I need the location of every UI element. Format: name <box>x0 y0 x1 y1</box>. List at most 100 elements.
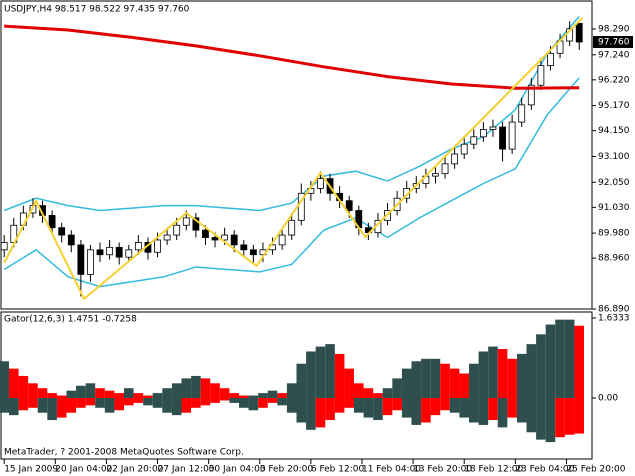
candle-body <box>106 246 114 256</box>
chart-title: USDJPY,H4 98.517 98.522 97.435 97.760 <box>4 5 190 15</box>
candle-body <box>240 244 248 251</box>
candle-body <box>317 178 324 189</box>
gator-title: Gator(12,6,3) 1.4751 -0.7258 <box>4 315 137 325</box>
candle-body <box>278 234 286 246</box>
gator-bar <box>277 393 287 398</box>
y-tick-label: 0.00 <box>598 393 618 403</box>
gator-bar <box>47 397 57 421</box>
gator-bar <box>0 397 9 413</box>
gator-bar <box>286 383 297 398</box>
gator-bar <box>28 397 38 408</box>
gator-bar <box>344 368 355 398</box>
gator-bar <box>545 324 556 398</box>
gator-bar <box>56 397 67 418</box>
gator-bar <box>8 397 19 416</box>
x-tick-label: 13 Feb 20:00 <box>413 465 472 475</box>
gator-bar <box>411 361 422 398</box>
gator-bar <box>440 397 450 411</box>
gator-bar <box>392 378 402 398</box>
gator-bar <box>143 395 153 398</box>
gator-bar <box>56 395 67 398</box>
gator-bar <box>210 383 220 398</box>
gator-bar <box>421 397 431 423</box>
gator-bar <box>219 397 230 401</box>
candle-body <box>221 234 229 241</box>
gator-bar <box>248 395 259 398</box>
gator-bar <box>478 397 489 425</box>
candle-body <box>489 126 497 130</box>
y-tick-label: 98.290 <box>598 25 630 35</box>
gator-bar <box>325 344 335 398</box>
gator-bar <box>392 397 402 411</box>
gator-bar <box>104 397 115 413</box>
gator-bar <box>401 397 412 418</box>
gator-bar <box>459 397 470 418</box>
gator-bar <box>469 397 479 423</box>
candle-body <box>77 244 85 275</box>
gator-bar <box>248 397 259 411</box>
gator-bar <box>286 397 297 413</box>
candle-body <box>182 217 190 226</box>
gator-bar <box>564 397 575 435</box>
y-tick-label: 97.240 <box>598 50 630 60</box>
candle-body <box>58 227 66 236</box>
gator-bar <box>459 373 470 398</box>
x-tick-label: 18 Feb 12:00 <box>464 465 523 475</box>
gator-bar <box>114 397 124 411</box>
gator-bar <box>85 383 96 398</box>
x-tick-label: 27 Jan 12:00 <box>158 465 215 475</box>
candle-body <box>211 237 219 241</box>
gator-bar <box>66 390 77 398</box>
gator-bar <box>133 393 144 398</box>
gator-bar <box>181 397 192 413</box>
candle-body <box>115 246 123 258</box>
x-tick-label: 11 Feb 04:00 <box>362 465 421 475</box>
zigzag <box>3 17 584 301</box>
gator-bar <box>296 363 307 398</box>
y-tick-label: 93.100 <box>598 152 630 162</box>
gator-bar <box>18 375 29 398</box>
x-tick-label: 23 Feb 04:00 <box>515 465 574 475</box>
candle-body <box>518 104 526 123</box>
gator-bar <box>334 353 345 398</box>
candle-body <box>125 249 133 258</box>
candle-body <box>547 52 554 66</box>
gator-bar <box>430 358 441 398</box>
footer: MetaTrader, ? 2001-2008 MetaQuotes Softw… <box>4 448 244 458</box>
gator-bar <box>85 397 96 406</box>
gator-bar <box>344 397 355 408</box>
gator-bar <box>181 378 192 398</box>
candle-body <box>537 65 545 86</box>
gator-bar <box>0 361 9 398</box>
gator-bar <box>353 397 364 413</box>
x-tick-label: 15 Jan 2009 <box>4 465 58 475</box>
candle-body <box>345 200 353 211</box>
candle-body <box>249 249 257 256</box>
gator-bar <box>306 397 316 430</box>
gator-bar <box>401 368 412 398</box>
gator-bar <box>47 393 57 398</box>
main-pane <box>0 0 593 310</box>
plot-layer: 98.290 97.240 96.220 95.170 94.150 93.100 92.0… <box>0 16 633 475</box>
gator-bar <box>382 388 393 398</box>
y-tick-label: 96.220 <box>598 75 630 85</box>
gator-bar <box>171 383 182 398</box>
gator-bar <box>545 397 556 443</box>
candle-body <box>173 224 181 236</box>
candle-body <box>154 239 161 253</box>
gator-bar <box>421 358 431 398</box>
gator-bar <box>516 353 527 398</box>
candle-body <box>48 215 56 229</box>
gator-bar <box>162 397 172 413</box>
gator-bar <box>76 385 86 398</box>
gator-bar <box>238 397 249 408</box>
last-price-box <box>593 36 633 49</box>
gator-bar <box>210 397 220 403</box>
gator-bar <box>152 393 163 398</box>
gator-bar <box>430 397 441 416</box>
candle-body <box>441 163 449 175</box>
gator-bar <box>315 397 326 428</box>
candle-body <box>508 121 516 150</box>
gator-bar <box>373 397 383 421</box>
gator-bar <box>37 388 48 398</box>
